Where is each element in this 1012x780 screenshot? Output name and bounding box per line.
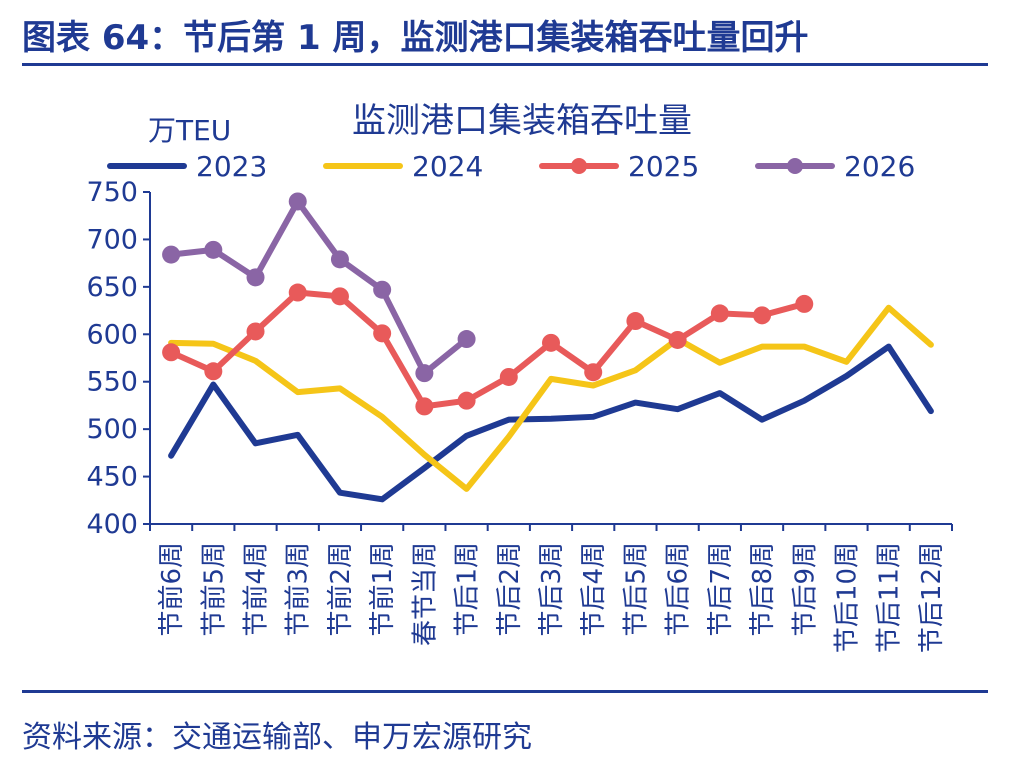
y-tick-label: 550 (86, 367, 138, 398)
legend-label-2025: 2025 (628, 150, 699, 183)
x-tick-label: 节前3周 (284, 542, 314, 637)
data-point-2026 (457, 330, 476, 349)
x-tick-label: 节后9周 (790, 542, 820, 637)
data-point-2026 (246, 268, 265, 287)
source-note: 资料来源：交通运输部、申万宏源研究 (22, 720, 532, 755)
data-point-2025 (542, 333, 560, 352)
x-tick-label: 节后3周 (537, 542, 567, 637)
x-tick-label: 节后10周 (832, 542, 862, 653)
chart: 监测港口集装箱吞吐量 万TEU 2023 2024 2025 2026 400 450 5… (86, 101, 953, 653)
data-point-2026 (330, 250, 349, 269)
axes: 400 450 500 550 600 650 700 750 节前6周 节前5周 节前4周 节前3周… (86, 177, 953, 653)
y-tick-label: 600 (86, 319, 138, 350)
series-layer (162, 192, 934, 503)
x-tick-label: 节后12周 (917, 542, 947, 653)
legend-marker-2025 (571, 158, 587, 174)
legend-label-2023: 2023 (196, 150, 267, 183)
y-tick-label: 700 (86, 224, 138, 255)
chart-title: 监测港口集装箱吞吐量 (352, 101, 692, 141)
x-tick-label: 节后2周 (495, 542, 525, 637)
data-point-2025 (668, 330, 687, 349)
legend: 2023 2024 2025 2026 (107, 150, 915, 183)
data-point-2025 (288, 283, 307, 302)
data-point-2026 (288, 192, 307, 211)
series-line-2024 (168, 304, 934, 492)
data-point-2025 (753, 306, 772, 325)
y-tick-label: 400 (86, 509, 138, 540)
series-line-2023 (168, 343, 934, 503)
data-point-2025 (457, 391, 476, 410)
data-point-2025 (330, 287, 349, 306)
x-tick-label: 节前4周 (242, 542, 272, 637)
data-point-2025 (626, 312, 645, 331)
x-tick-label: 节后5周 (621, 542, 651, 637)
data-point-2025 (162, 343, 181, 362)
data-point-2025 (204, 362, 223, 381)
x-tick-label: 节后1周 (453, 542, 483, 637)
x-tick-label: 节前2周 (326, 542, 356, 637)
y-tick-label: 650 (86, 272, 138, 303)
legend-label-2024: 2024 (412, 150, 483, 183)
data-point-2026 (204, 240, 223, 259)
x-tick-label: 节后4周 (579, 542, 609, 637)
figure-title: 图表 64：节后第 1 周，监测港口集装箱吞吐量回升 (22, 18, 809, 58)
y-tick-label: 500 (86, 414, 138, 445)
x-tick-label: 节后11周 (875, 542, 905, 653)
data-point-2025 (795, 294, 814, 313)
data-point-2026 (415, 364, 434, 383)
x-tick-label: 节前5周 (199, 542, 229, 637)
source-rule (22, 690, 988, 693)
data-point-2025 (246, 322, 265, 341)
data-point-2025 (710, 304, 729, 323)
y-tick-label: 750 (86, 177, 138, 208)
x-tick-label: 节前1周 (368, 542, 398, 637)
title-rule (22, 63, 988, 66)
x-tick-label: 节后8周 (748, 542, 778, 637)
legend-label-2026: 2026 (844, 150, 915, 183)
data-point-2025 (499, 367, 518, 386)
data-point-2025 (415, 397, 434, 416)
y-axis-unit-label: 万TEU (148, 114, 231, 147)
data-point-2026 (162, 245, 181, 264)
legend-marker-2026 (787, 158, 803, 174)
x-tick-label: 节后7周 (706, 542, 736, 637)
x-tick-label: 春节当周 (410, 542, 440, 646)
data-point-2025 (373, 324, 392, 343)
x-tick-label: 节前6周 (157, 542, 187, 637)
y-tick-label: 450 (86, 462, 138, 493)
series-line-2025 (168, 289, 808, 410)
data-point-2026 (373, 280, 392, 299)
data-point-2025 (584, 363, 603, 382)
x-tick-label: 节后6周 (664, 542, 694, 637)
